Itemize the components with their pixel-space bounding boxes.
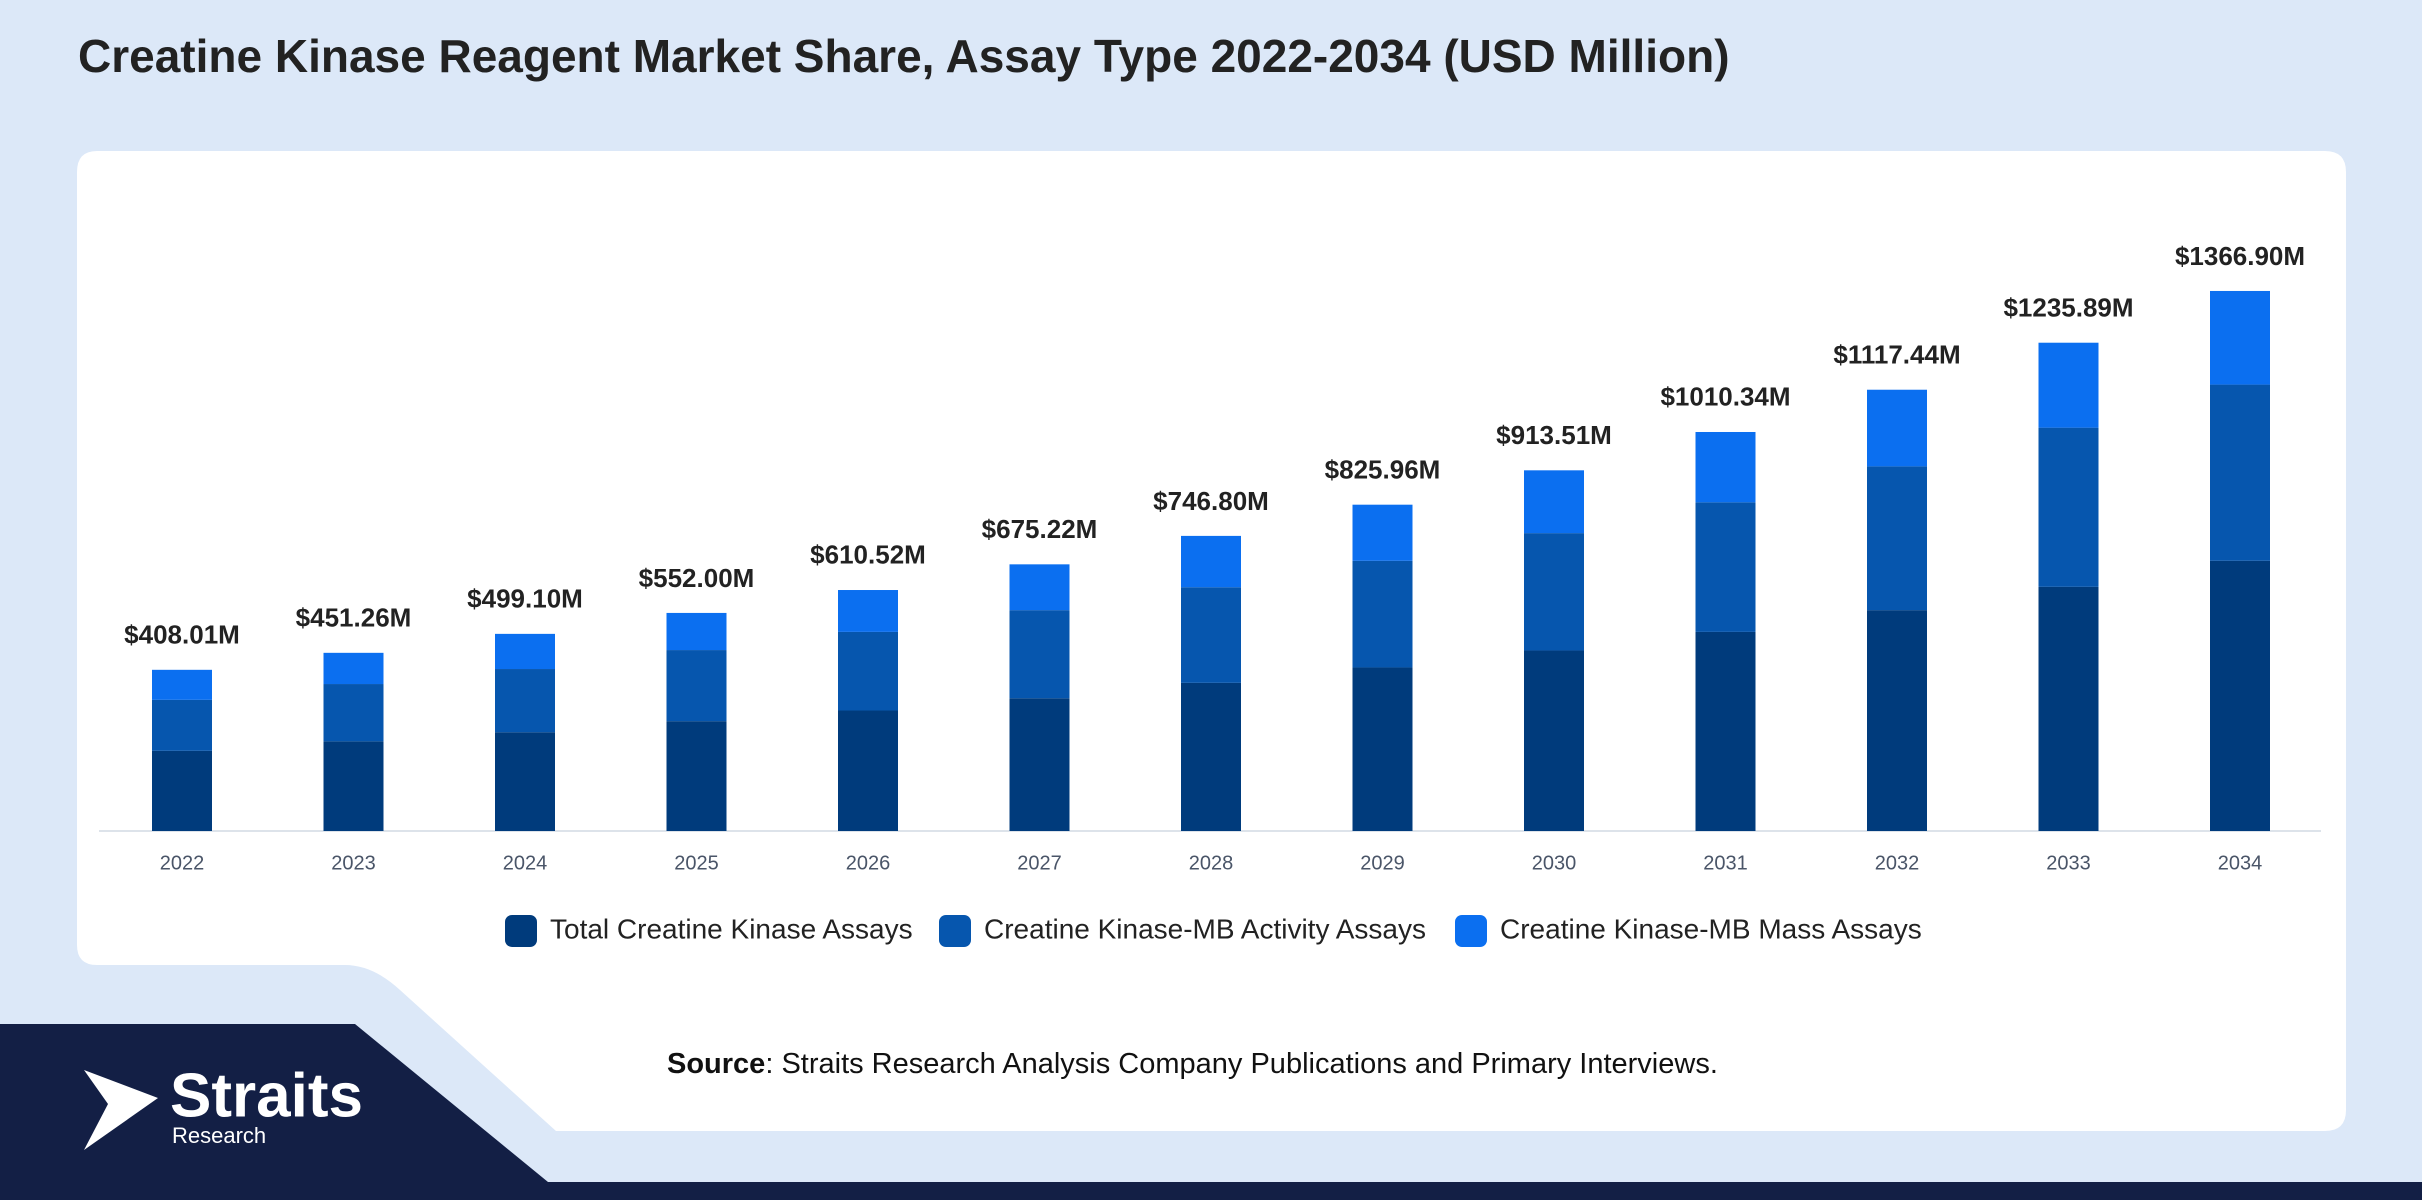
bar-segment [2210,560,2270,831]
bar-segment [152,750,212,831]
total-label: $675.22M [982,514,1098,544]
bar-segment [1181,587,1241,683]
logo-icon [84,1070,158,1150]
source-text: : Straits Research Analysis Company Publ… [765,1048,1718,1080]
legend-swatch [1455,915,1487,947]
chart-title: Creatine Kinase Reagent Market Share, As… [78,30,1730,82]
bar-segment [666,721,727,831]
bar-segment [323,684,384,742]
legend-label: Creatine Kinase-MB Mass Assays [1500,913,1922,944]
x-tick-label: 2023 [331,852,376,874]
x-tick-label: 2026 [846,852,891,874]
x-tick-label: 2024 [503,852,548,874]
legend-label: Creatine Kinase-MB Activity Assays [984,913,1426,944]
total-label: $499.10M [467,584,583,614]
bar-segment [323,741,384,831]
bar-segment [152,699,212,751]
bar-segment [323,652,384,685]
bar-segment [1009,610,1070,699]
x-tick-label: 2034 [2218,852,2263,874]
logo-sub: Research [172,1123,266,1148]
bar-segment [838,590,898,632]
footer-band [0,1024,2422,1200]
x-tick-label: 2032 [1875,852,1920,874]
legend-label: Total Creatine Kinase Assays [550,913,913,944]
bar-segment [1524,533,1584,651]
x-tick-label: 2030 [1532,852,1577,874]
total-label: $1117.44M [1833,339,1960,369]
bar-segment [495,732,555,831]
total-label: $746.80M [1153,486,1269,516]
bar-segment [1695,502,1756,632]
x-tick-label: 2025 [674,852,719,874]
x-tick-label: 2033 [2046,852,2091,874]
bar-segment [1009,564,1070,611]
total-label: $1235.89M [2003,293,2133,323]
bar-segment [1695,431,1756,503]
total-label: $451.26M [296,603,412,633]
bar-segment [666,612,727,651]
bar-segment [495,669,555,733]
bar-segment [2038,427,2099,587]
x-tick-label: 2028 [1189,852,1234,874]
bar-segment [495,633,555,670]
bar-segment [1352,560,1413,668]
bar-segment [1695,631,1756,831]
x-tick-label: 2029 [1360,852,1405,874]
bar-segment [838,631,898,711]
bar-segment [1524,470,1584,534]
bar-segment [1352,667,1413,831]
bar-segment [1524,650,1584,831]
bar-segment [2210,384,2270,561]
total-label: $610.52M [810,540,926,570]
bar-segment [1352,504,1413,561]
bar-segment [152,669,212,700]
bar-segment [1867,466,1927,611]
total-label: $1366.90M [2175,241,2305,271]
x-tick-label: 2027 [1017,852,1062,874]
total-label: $552.00M [639,563,755,593]
total-label: $825.96M [1325,455,1441,485]
logo-name: Straits [170,1061,363,1130]
legend-swatch [939,915,971,947]
bar-segment [838,710,898,831]
total-label: $408.01M [124,620,240,650]
bar-segment [666,650,727,722]
bar-segment [2210,290,2270,385]
total-label: $1010.34M [1660,382,1790,412]
source-label: Source [667,1048,765,1080]
bar-segment [1009,698,1070,831]
bar-segment [1181,535,1241,588]
bar-segment [1867,389,1927,467]
bar-segment [2038,586,2099,831]
bar-segment [1867,610,1927,831]
total-label: $913.51M [1496,420,1612,450]
x-tick-label: 2022 [160,852,205,874]
legend-swatch [505,915,537,947]
source: Source: Straits Research Analysis Compan… [667,1048,1718,1080]
bar-segment [2038,342,2099,428]
bar-segment [1181,682,1241,831]
x-tick-label: 2031 [1703,852,1748,874]
